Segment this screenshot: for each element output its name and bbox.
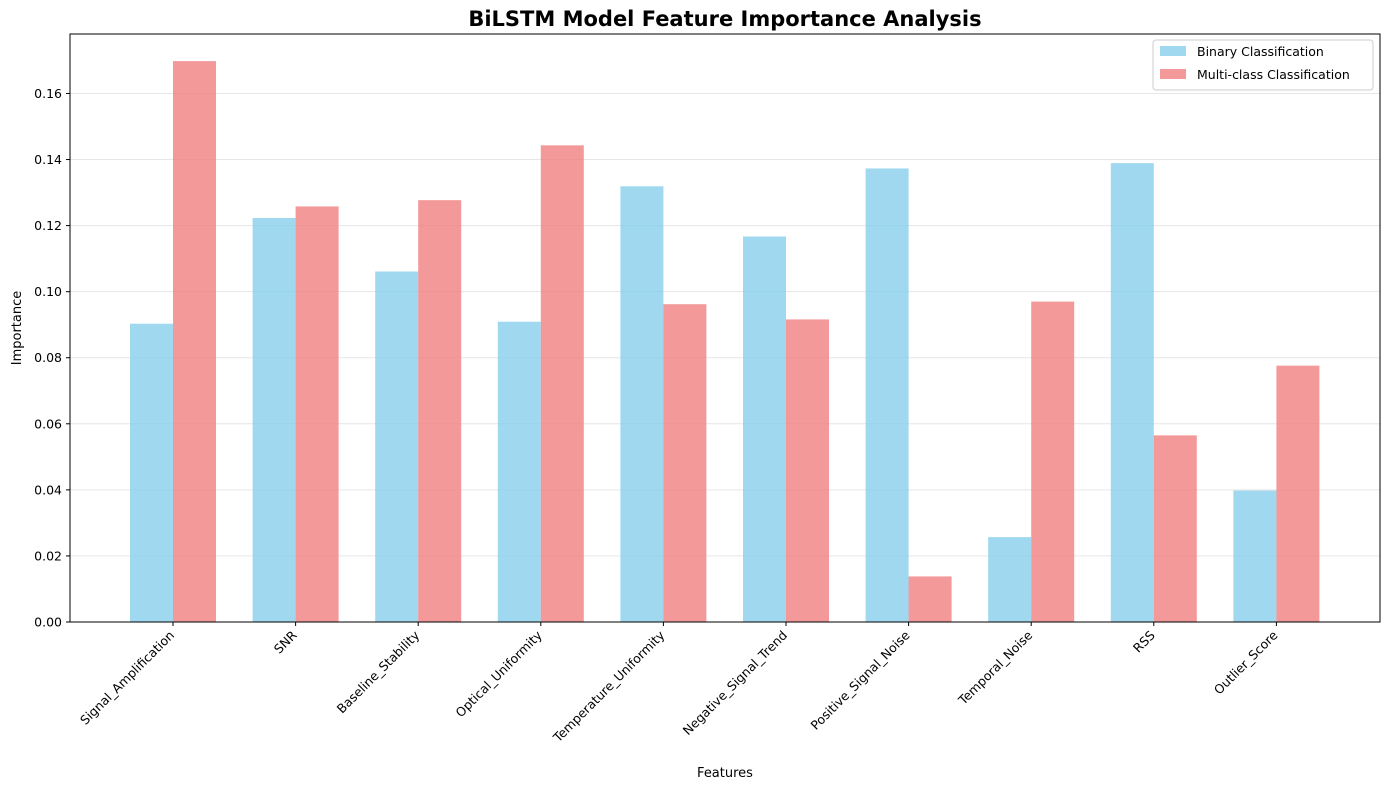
chart-title: BiLSTM Model Feature Importance Analysis — [468, 7, 981, 31]
bar-multiclass-4 — [663, 304, 707, 622]
bar-multiclass-1 — [295, 206, 339, 622]
y-tick-label: 0.10 — [34, 284, 62, 299]
bar-multiclass-2 — [418, 200, 462, 622]
bar-binary-5 — [743, 236, 786, 622]
bar-binary-8 — [1110, 163, 1154, 622]
legend-box — [1152, 39, 1374, 91]
legend: Binary Classification Multi-class Classi… — [1152, 39, 1374, 91]
bar-multiclass-3 — [540, 145, 584, 622]
bar-binary-6 — [865, 168, 909, 622]
legend-label-multiclass: Multi-class Classification — [1197, 67, 1350, 82]
y-tick-label: 0.02 — [34, 548, 62, 563]
bar-multiclass-7 — [1031, 301, 1075, 622]
y-tick-label: 0.12 — [34, 218, 62, 233]
y-tick-label: 0.04 — [34, 482, 62, 497]
bar-binary-4 — [620, 186, 664, 622]
bar-binary-7 — [988, 537, 1032, 622]
bar-multiclass-9 — [1276, 365, 1320, 622]
bar-binary-2 — [375, 271, 419, 622]
legend-label-binary: Binary Classification — [1197, 44, 1324, 59]
bar-binary-9 — [1233, 490, 1277, 622]
y-tick-label: 0.00 — [34, 615, 62, 630]
y-tick-label: 0.06 — [34, 416, 62, 431]
x-axis-label: Features — [697, 766, 753, 781]
bar-binary-1 — [252, 217, 296, 623]
legend-swatch-binary — [1160, 46, 1186, 56]
y-tick-label: 0.08 — [34, 350, 62, 365]
bar-multiclass-8 — [1153, 435, 1197, 622]
y-axis-ticks: 0.00 0.02 0.04 0.06 0.08 0.10 0.12 0.14 0.16 — [34, 86, 70, 630]
bar-multiclass-0 — [173, 61, 216, 622]
bars — [130, 61, 1320, 623]
legend-swatch-multiclass — [1160, 69, 1186, 79]
bar-binary-0 — [130, 323, 173, 622]
y-axis-label: Importance — [10, 291, 25, 366]
bar-binary-3 — [497, 321, 541, 622]
bar-multiclass-6 — [908, 576, 952, 622]
y-tick-label: 0.14 — [34, 152, 62, 167]
bar-multiclass-5 — [786, 319, 829, 622]
plot-frame — [69, 33, 1381, 623]
y-tick-label: 0.16 — [34, 86, 62, 101]
